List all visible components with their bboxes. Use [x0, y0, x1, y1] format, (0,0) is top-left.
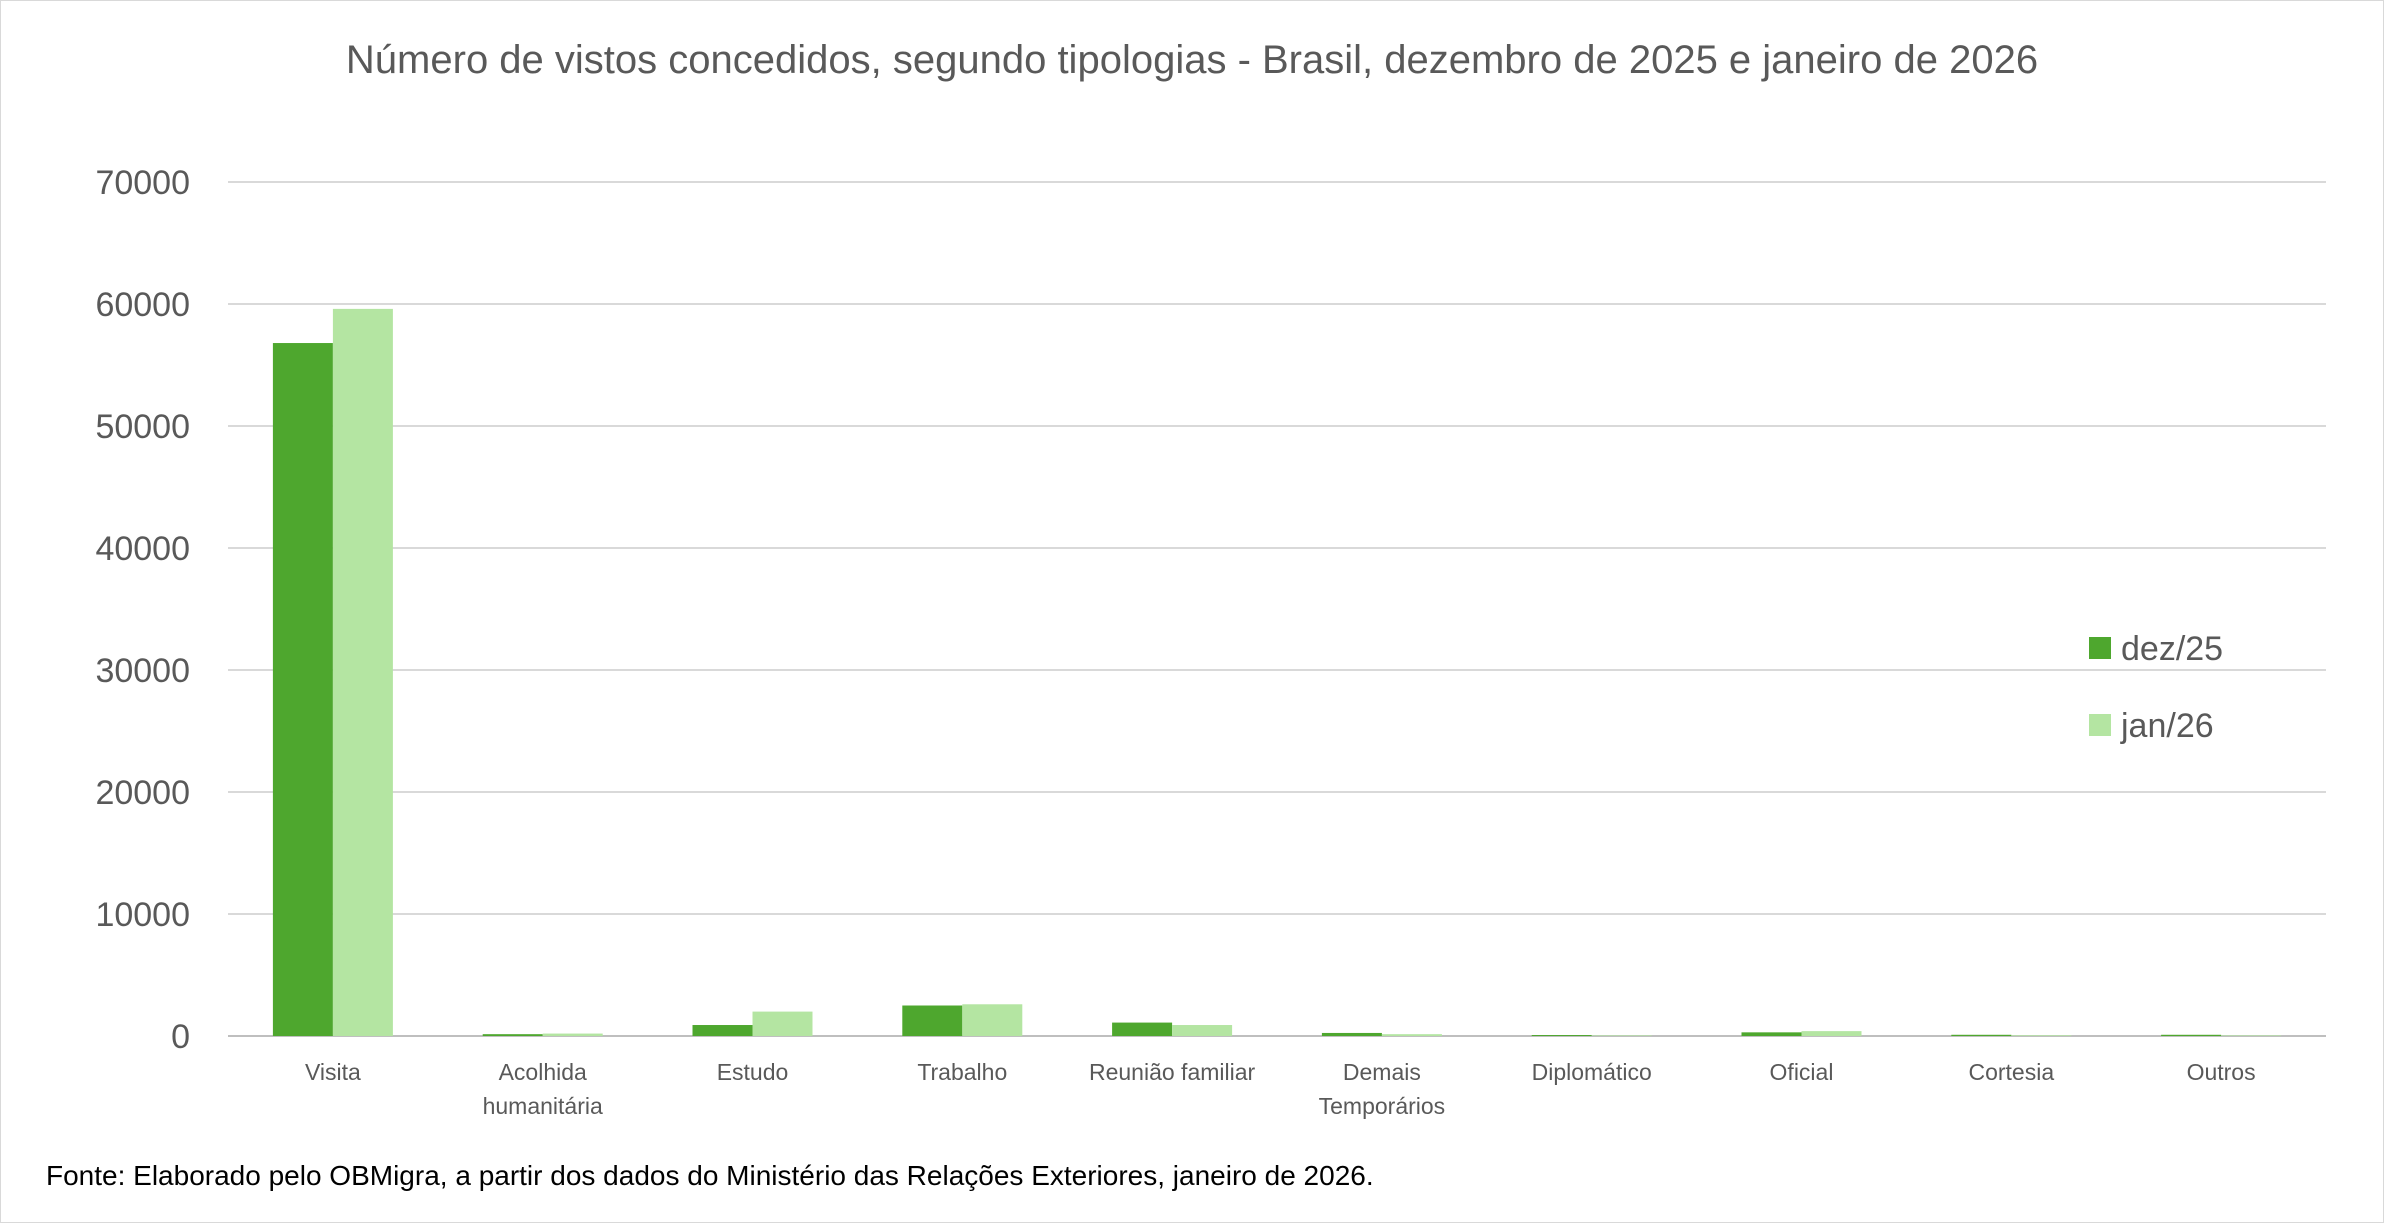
- y-tick-label: 50000: [95, 408, 190, 446]
- bar-jan-26: [1801, 1031, 1862, 1036]
- y-tick-label: 0: [171, 1018, 190, 1056]
- x-tick-label: Diplomático: [1532, 1059, 1652, 1085]
- bar-dez-25: [1321, 1032, 1382, 1036]
- y-axis-ticks: 0 10000 20000 30000 40000 50000 60000 70000: [95, 164, 190, 1056]
- y-tick-label: 70000: [95, 164, 190, 202]
- bar-jan-26: [1172, 1025, 1233, 1036]
- bar-jan-26: [962, 1004, 1023, 1036]
- legend-swatch: [2089, 714, 2111, 736]
- y-tick-label: 20000: [95, 774, 190, 812]
- bars: [272, 308, 2282, 1036]
- legend-label: dez/25: [2121, 630, 2223, 668]
- legend-swatch: [2089, 637, 2111, 659]
- bar-dez-25: [272, 343, 333, 1036]
- x-axis-ticks: Visita Acolhida humanitária Estudo Trabalho R…: [305, 1059, 2256, 1119]
- bar-jan-26: [752, 1011, 813, 1036]
- x-tick-label: Acolhida humanitária: [483, 1059, 603, 1119]
- bar-jan-26: [1381, 1034, 1442, 1036]
- bar-jan-26: [2011, 1035, 2072, 1036]
- bar-dez-25: [1112, 1022, 1173, 1036]
- x-tick-label: Oficial: [1770, 1059, 1834, 1085]
- bar-dez-25: [1951, 1034, 2012, 1036]
- x-tick-label: Outros: [2187, 1059, 2256, 1085]
- bar-dez-25: [692, 1025, 753, 1036]
- x-tick-label: Reunião familiar: [1089, 1059, 1256, 1085]
- bar-jan-26: [1591, 1035, 1652, 1036]
- bar-dez-25: [1741, 1032, 1802, 1036]
- x-tick-label: Cortesia: [1968, 1059, 2054, 1085]
- y-tick-label: 30000: [95, 652, 190, 690]
- legend-label: jan/26: [2120, 707, 2214, 745]
- source-note: Fonte: Elaborado pelo OBMigra, a partir …: [46, 1160, 1374, 1191]
- x-tick-label: Visita: [305, 1059, 361, 1085]
- x-tick-label: Demais Temporários: [1319, 1059, 1446, 1119]
- x-tick-label: Estudo: [717, 1059, 789, 1085]
- bar-jan-26: [332, 308, 393, 1036]
- bar-jan-26: [542, 1033, 603, 1036]
- chart-title: Número de vistos concedidos, segundo tip…: [345, 38, 2039, 82]
- bar-jan-26: [2221, 1035, 2282, 1036]
- bar-dez-25: [902, 1005, 963, 1036]
- gridlines: [228, 181, 2326, 1037]
- y-tick-label: 10000: [95, 896, 190, 934]
- x-tick-label: Trabalho: [917, 1059, 1007, 1085]
- bar-dez-25: [2161, 1034, 2222, 1036]
- bar-dez-25: [1531, 1035, 1592, 1036]
- y-tick-label: 60000: [95, 286, 190, 324]
- y-tick-label: 40000: [95, 530, 190, 568]
- bar-dez-25: [482, 1034, 543, 1036]
- legend: dez/25 jan/26: [2089, 630, 2223, 745]
